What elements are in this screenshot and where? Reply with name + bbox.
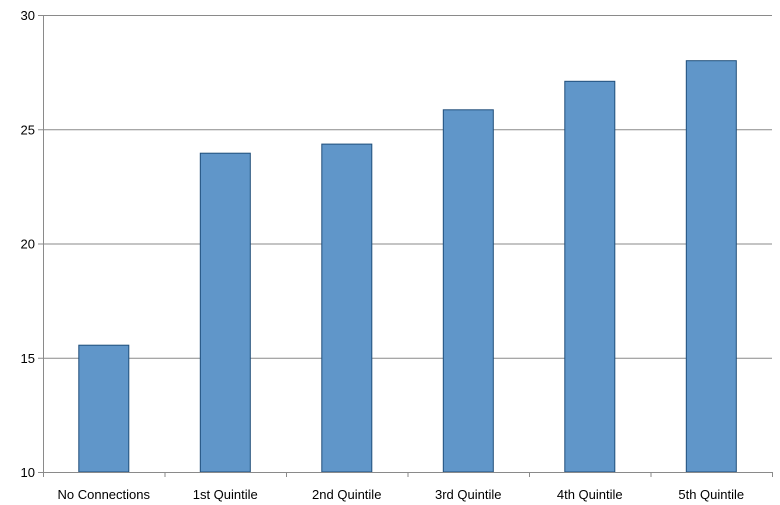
y-tick-labels: 10 15 20 25 30 (21, 8, 35, 480)
x-tick-labels: No Connections 1st Quintile 2nd Quintile 3r… (58, 487, 745, 502)
y-tick-label: 20 (21, 237, 35, 252)
y-tick-label: 10 (21, 465, 35, 480)
y-tick-label: 15 (21, 351, 35, 366)
bar (564, 80, 616, 473)
bar (442, 109, 494, 473)
y-tick-label: 30 (21, 8, 35, 23)
bars (78, 60, 737, 473)
x-tick-label: No Connections (58, 487, 151, 502)
x-tick-label: 5th Quintile (678, 487, 744, 502)
bar (321, 143, 373, 473)
x-tick-label: 3rd Quintile (435, 487, 501, 502)
bar (78, 344, 130, 473)
x-tick-label: 1st Quintile (193, 487, 258, 502)
x-tick-label: 4th Quintile (557, 487, 623, 502)
y-tick-label: 25 (21, 122, 35, 137)
bar (685, 60, 737, 473)
bar (199, 152, 251, 473)
axes (38, 15, 773, 477)
grid-lines (43, 15, 772, 359)
x-tick-label: 2nd Quintile (312, 487, 381, 502)
